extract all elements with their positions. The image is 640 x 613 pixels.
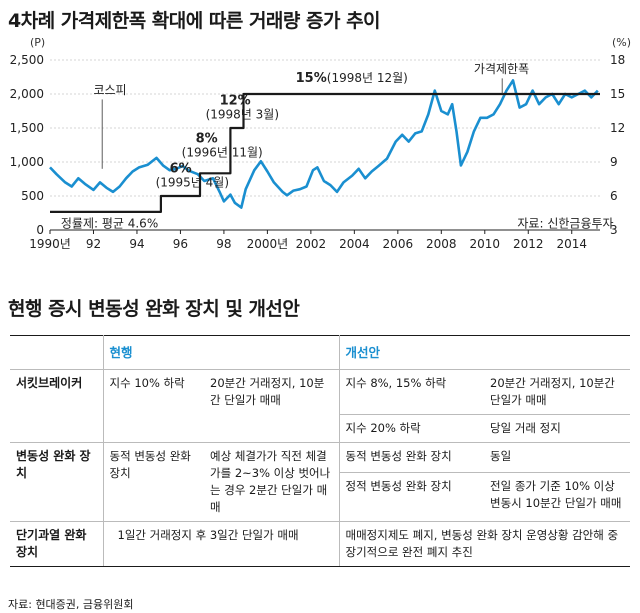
header-current: 현행 bbox=[103, 335, 340, 370]
x-tick-label: 2014 bbox=[556, 237, 587, 251]
table-cell: 지수 8%, 15% 하락 bbox=[339, 369, 484, 415]
annotation-text: 가격제한폭 bbox=[474, 62, 529, 76]
x-tick-label: 2006 bbox=[383, 237, 414, 251]
annotation: 15%(1998년 12월) bbox=[296, 71, 408, 86]
table-cell: 매매정지제도 폐지, 변동성 완화 장치 운영상황 감안해 중장기적으로 완전 … bbox=[339, 521, 630, 567]
table-header-row: 현행 개선안 bbox=[10, 335, 630, 370]
table-cell: 지수 10% 하락 bbox=[103, 369, 204, 443]
x-tick-label: 2004 bbox=[339, 237, 370, 251]
annotation: 12% (1998년 3월) bbox=[206, 94, 279, 122]
table-row: 서킷브레이커 지수 10% 하락 20분간 거래정지, 10분간 단일가 매매 … bbox=[10, 369, 630, 443]
x-tick-label: 2012 bbox=[513, 237, 544, 251]
x-tick-label: 96 bbox=[173, 237, 188, 251]
right-axis-unit: (%) bbox=[612, 36, 631, 49]
table-cell: 20분간 거래정지, 10분간 단일가 매매 bbox=[204, 369, 340, 443]
table-title: 현행 증시 변동성 완화 장치 및 개선안 bbox=[8, 298, 300, 320]
table-cell: 정적 변동성 완화 장치 bbox=[339, 472, 484, 522]
annotation-text: (1998년 12월) bbox=[327, 71, 408, 85]
row-label-circuit-breaker: 서킷브레이커 bbox=[10, 369, 104, 443]
y-tick-left: 2,000 bbox=[10, 87, 44, 101]
chart-title: 4차례 가격제한폭 확대에 따른 거래량 증가 추이 bbox=[8, 10, 381, 32]
annotation-value: 8% bbox=[196, 131, 218, 146]
annotation-value: 15% bbox=[296, 71, 327, 86]
x-tick-label: 2000년 bbox=[247, 237, 289, 251]
table-row: 지수 20% 하락 당일 거래 정지 bbox=[10, 414, 630, 443]
x-tick-label: 2010 bbox=[470, 237, 501, 251]
x-tick-label: 2008 bbox=[426, 237, 457, 251]
x-tick-label: 1990년 bbox=[29, 237, 71, 251]
annotation-value: 6% bbox=[170, 162, 192, 177]
y-tick-right: 15 bbox=[610, 87, 625, 101]
annotation-date: (1998년 3월) bbox=[206, 108, 279, 122]
table-source: 자료: 현대증권, 금융위원회 bbox=[8, 598, 134, 611]
table-cell: 동적 변동성 완화 장치 bbox=[339, 442, 484, 474]
y-tick-right: 12 bbox=[610, 121, 625, 135]
y-tick-right: 9 bbox=[610, 155, 618, 169]
y-tick-left: 1,000 bbox=[10, 155, 44, 169]
y-tick-left: 2,500 bbox=[10, 53, 44, 67]
table-row: 변동성 완화 장치 동적 변동성 완화 장치 예상 체결가가 직전 체결가를 2… bbox=[10, 442, 630, 522]
table-cell: 당일 거래 정지 bbox=[484, 414, 630, 443]
table-cell: 1일간 거래정지 후 3일간 단일가 매매 bbox=[103, 521, 340, 567]
row-label-short-term: 단기과열 완화 장치 bbox=[10, 521, 104, 567]
y-tick-right: 6 bbox=[610, 189, 618, 203]
x-tick-label: 98 bbox=[216, 237, 231, 251]
left-axis-unit: (P) bbox=[30, 36, 45, 49]
annotation-value: 12% bbox=[220, 94, 251, 109]
x-tick-label: 2002 bbox=[296, 237, 327, 251]
annotation-date: (1995년 4월) bbox=[156, 176, 229, 190]
annotation: 6% (1995년 4월) bbox=[156, 162, 229, 190]
row-label-volatility: 변동성 완화 장치 bbox=[10, 442, 104, 522]
y-tick-right: 18 bbox=[610, 53, 625, 67]
table-cell: 예상 체결가가 직전 체결가를 2~3% 이상 벗어나는 경우 2분간 단일가 … bbox=[204, 442, 340, 522]
x-tick-label: 94 bbox=[129, 237, 144, 251]
header-proposed: 개선안 bbox=[339, 335, 630, 370]
table-row: 정적 변동성 완화 장치 전일 종가 기준 10% 이상 변동시 10분간 단일… bbox=[10, 472, 630, 522]
x-tick-label: 92 bbox=[86, 237, 101, 251]
table-cell: 지수 20% 하락 bbox=[339, 414, 484, 443]
annotation: 코스피 bbox=[93, 83, 126, 97]
annotation: 자료: 신한금융투자 bbox=[517, 216, 613, 230]
table-cell: 전일 종가 기준 10% 이상 변동시 10분간 단일가 매매 bbox=[484, 472, 630, 522]
table-cell: 동일 bbox=[484, 442, 630, 474]
annotation: 정률제: 평균 4.6% bbox=[61, 216, 158, 230]
y-tick-right: 3 bbox=[610, 223, 618, 237]
y-tick-left: 0 bbox=[36, 223, 44, 237]
annotation: 가격제한폭 bbox=[474, 62, 529, 76]
table-row: 단기과열 완화 장치 1일간 거래정지 후 3일간 단일가 매매 매매정지제도 … bbox=[10, 521, 630, 567]
kospi-price-limit-chart: (P) (%)2,5002,0001,5001,00050001815129631… bbox=[10, 36, 631, 251]
volatility-measures-table: 현행 개선안 서킷브레이커 지수 10% 하락 20분간 거래정지, 10분간 … bbox=[10, 335, 630, 567]
table-cell: 동적 변동성 완화 장치 bbox=[103, 442, 204, 522]
annotation: 8% (1996년 11월) bbox=[182, 131, 263, 159]
annotation-text: 정률제: 평균 4.6% bbox=[61, 216, 158, 230]
y-tick-left: 500 bbox=[21, 189, 44, 203]
annotation-date: (1996년 11월) bbox=[182, 145, 263, 159]
y-tick-left: 1,500 bbox=[10, 121, 44, 135]
annotation-text: 코스피 bbox=[93, 83, 126, 97]
annotation-text: 자료: 신한금융투자 bbox=[517, 216, 613, 230]
kospi-line bbox=[49, 79, 599, 209]
header-blank-cell bbox=[10, 335, 104, 370]
price-limit-line bbox=[50, 92, 600, 213]
table-cell: 20분간 거래정지, 10분간 단일가 매매 bbox=[484, 369, 630, 415]
